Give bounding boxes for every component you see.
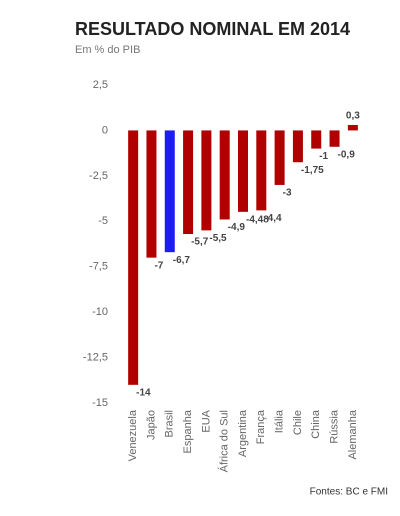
bar — [274, 130, 285, 185]
x-tick-label: Alemanha — [347, 409, 359, 459]
bar — [219, 130, 230, 220]
x-tick-label: Chile — [292, 410, 304, 435]
bar — [347, 124, 358, 131]
x-tick-label: China — [310, 409, 322, 439]
y-tick-label: 0 — [102, 124, 108, 136]
x-tick-label: Espanha — [182, 409, 194, 453]
x-tick-label: Itália — [274, 409, 286, 433]
bar — [146, 130, 157, 258]
x-tick-label: Argentina — [237, 409, 249, 457]
bar — [238, 130, 248, 212]
y-tick-label: 2,5 — [93, 79, 108, 91]
value-label: -4,4 — [264, 213, 282, 224]
x-tick-label: Rússia — [328, 409, 340, 444]
x-tick-label: EUA — [200, 409, 212, 432]
y-tick-label: -7,5 — [89, 261, 108, 273]
value-label: -1 — [319, 151, 328, 162]
bar — [164, 130, 175, 253]
value-label: -7 — [154, 260, 163, 271]
bar — [201, 130, 212, 231]
value-label: -5,5 — [209, 233, 227, 244]
y-tick-label: -15 — [92, 397, 108, 409]
y-tick-label: -5 — [98, 215, 108, 227]
bar — [256, 130, 267, 211]
value-label: -14 — [136, 387, 151, 398]
value-label: -5,7 — [191, 237, 209, 248]
y-tick-label: -2,5 — [89, 170, 108, 182]
y-tick-label: -10 — [92, 306, 108, 318]
x-tick-label: França — [255, 409, 267, 444]
value-label: -4,48 — [246, 214, 269, 225]
bar — [183, 130, 194, 235]
x-tick-label: Venezuela — [127, 409, 139, 461]
chart-title: RESULTADO NOMINAL EM 2014 — [75, 19, 350, 39]
value-label: -4,9 — [228, 222, 246, 233]
value-label: -3 — [283, 188, 292, 199]
bar — [329, 130, 340, 147]
x-tick-label: Brasil — [164, 410, 176, 438]
x-tick-label: Japão — [145, 410, 157, 440]
value-label: -1,75 — [301, 165, 324, 176]
value-label: -6,7 — [173, 255, 191, 266]
y-tick-label: -12,5 — [83, 351, 108, 363]
value-label: -0,9 — [338, 149, 356, 160]
chart-subtitle: Em % do PIB — [75, 44, 140, 56]
bar — [311, 130, 322, 149]
value-label: 0,3 — [346, 111, 360, 122]
bar — [128, 130, 139, 385]
bar — [292, 130, 303, 163]
x-tick-label: África do Sul — [218, 410, 231, 472]
source-note: Fontes: BC e FMI — [310, 487, 388, 498]
